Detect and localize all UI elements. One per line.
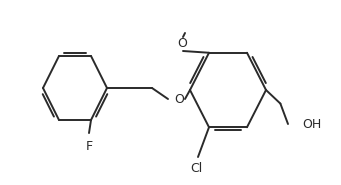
Text: OH: OH bbox=[302, 117, 321, 130]
Text: O: O bbox=[177, 36, 187, 50]
Text: Cl: Cl bbox=[190, 162, 202, 175]
Text: O: O bbox=[174, 92, 184, 105]
Text: F: F bbox=[86, 140, 92, 153]
